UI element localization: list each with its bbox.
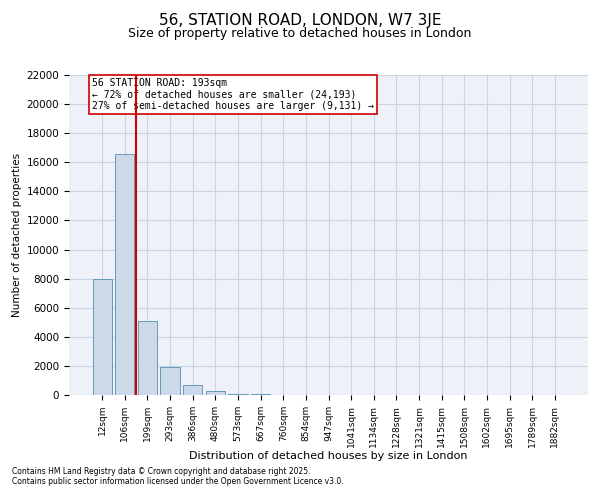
Text: 56, STATION ROAD, LONDON, W7 3JE: 56, STATION ROAD, LONDON, W7 3JE xyxy=(159,12,441,28)
Text: Contains HM Land Registry data © Crown copyright and database right 2025.: Contains HM Land Registry data © Crown c… xyxy=(12,467,311,476)
Bar xyxy=(160,368,180,395)
Bar xyxy=(115,154,134,395)
Y-axis label: Number of detached properties: Number of detached properties xyxy=(13,153,22,317)
X-axis label: Distribution of detached houses by size in London: Distribution of detached houses by size … xyxy=(189,451,468,461)
Text: Contains public sector information licensed under the Open Government Licence v3: Contains public sector information licen… xyxy=(12,477,344,486)
Bar xyxy=(251,394,270,395)
Text: Size of property relative to detached houses in London: Size of property relative to detached ho… xyxy=(128,28,472,40)
Bar xyxy=(138,321,157,395)
Bar xyxy=(206,390,225,395)
Bar xyxy=(183,385,202,395)
Bar xyxy=(92,278,112,395)
Text: 56 STATION ROAD: 193sqm
← 72% of detached houses are smaller (24,193)
27% of sem: 56 STATION ROAD: 193sqm ← 72% of detache… xyxy=(92,78,374,111)
Bar xyxy=(229,394,248,395)
